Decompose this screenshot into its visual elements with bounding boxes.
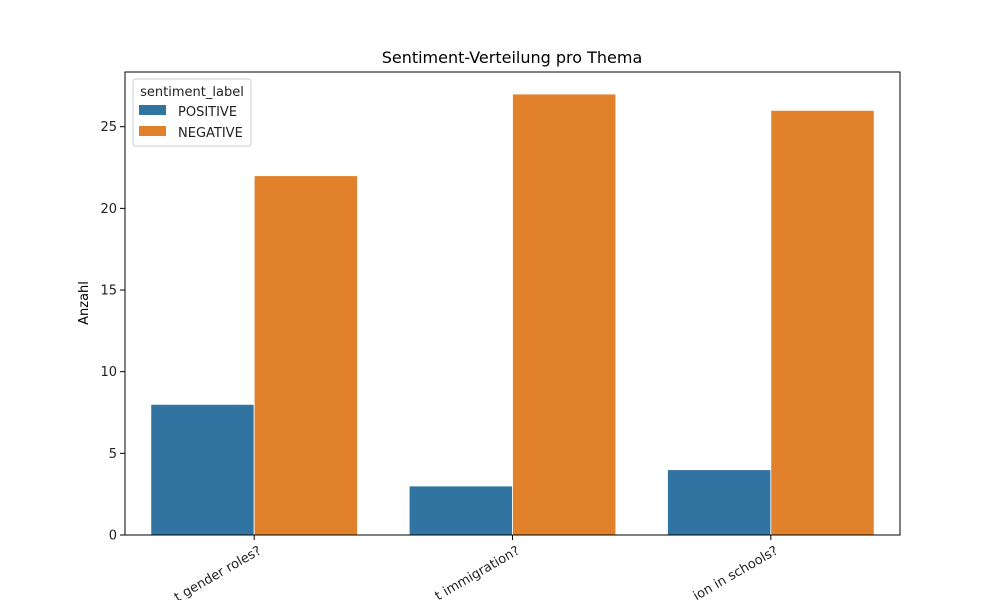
chart-title: Sentiment-Verteilung pro Thema: [382, 48, 643, 67]
legend-swatch-positive: [139, 105, 166, 115]
y-tick-label: 10: [100, 365, 117, 380]
bar-negative-1: [512, 93, 617, 536]
bar-positive-2: [667, 469, 772, 536]
legend-swatch-negative: [139, 126, 166, 136]
y-tick-label: 5: [109, 447, 117, 462]
y-axis-label: Anzahl: [77, 281, 92, 325]
legend: sentiment_label POSITIVE NEGATIVE: [132, 78, 252, 147]
legend-items: POSITIVE NEGATIVE: [139, 105, 243, 141]
y-tick-label: 20: [100, 202, 117, 217]
y-tick-label: 15: [100, 284, 117, 299]
legend-label-negative: NEGATIVE: [178, 126, 243, 141]
bar-positive-1: [408, 485, 513, 536]
y-tick-label: 25: [100, 120, 117, 135]
x-tick-label: …t immigration?: [421, 543, 522, 600]
y-axis: 0 5 10 15 20 25: [100, 120, 125, 544]
x-tick-label: …t gender roles?: [161, 543, 264, 600]
bar-negative-0: [253, 175, 358, 536]
y-tick-label: 0: [109, 529, 117, 544]
legend-title: sentiment_label: [140, 85, 244, 100]
bars-layer: [150, 93, 875, 536]
legend-label-positive: POSITIVE: [178, 105, 237, 120]
x-tick-label: …ion in schools?: [680, 543, 781, 600]
bar-negative-2: [770, 109, 875, 536]
bar-positive-0: [150, 403, 255, 536]
x-axis: …t gender roles? …t immigration? …ion in s…: [161, 535, 781, 600]
